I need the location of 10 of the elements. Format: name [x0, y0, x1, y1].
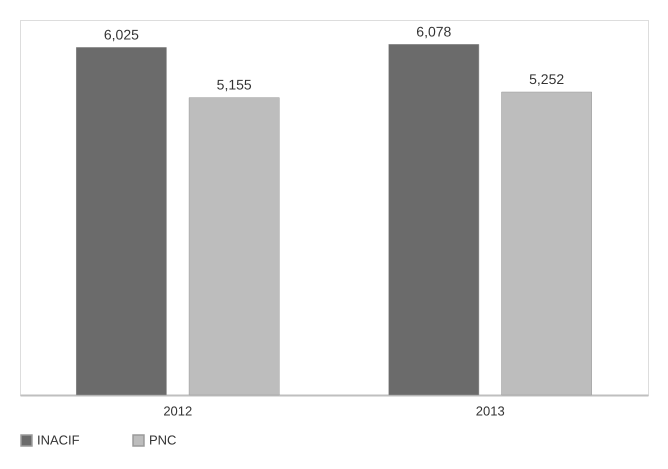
data-label: 6,078 [416, 23, 452, 40]
legend-label: PNC [149, 432, 176, 448]
bar [388, 44, 480, 396]
bar [76, 47, 167, 396]
legend-label: INACIF [37, 432, 80, 448]
x-tick-label: 2013 [476, 404, 505, 418]
x-tick-label: 2012 [163, 404, 192, 418]
data-label: 5,155 [216, 76, 252, 93]
data-label: 5,252 [529, 71, 564, 87]
data-label: 6,025 [104, 26, 140, 42]
